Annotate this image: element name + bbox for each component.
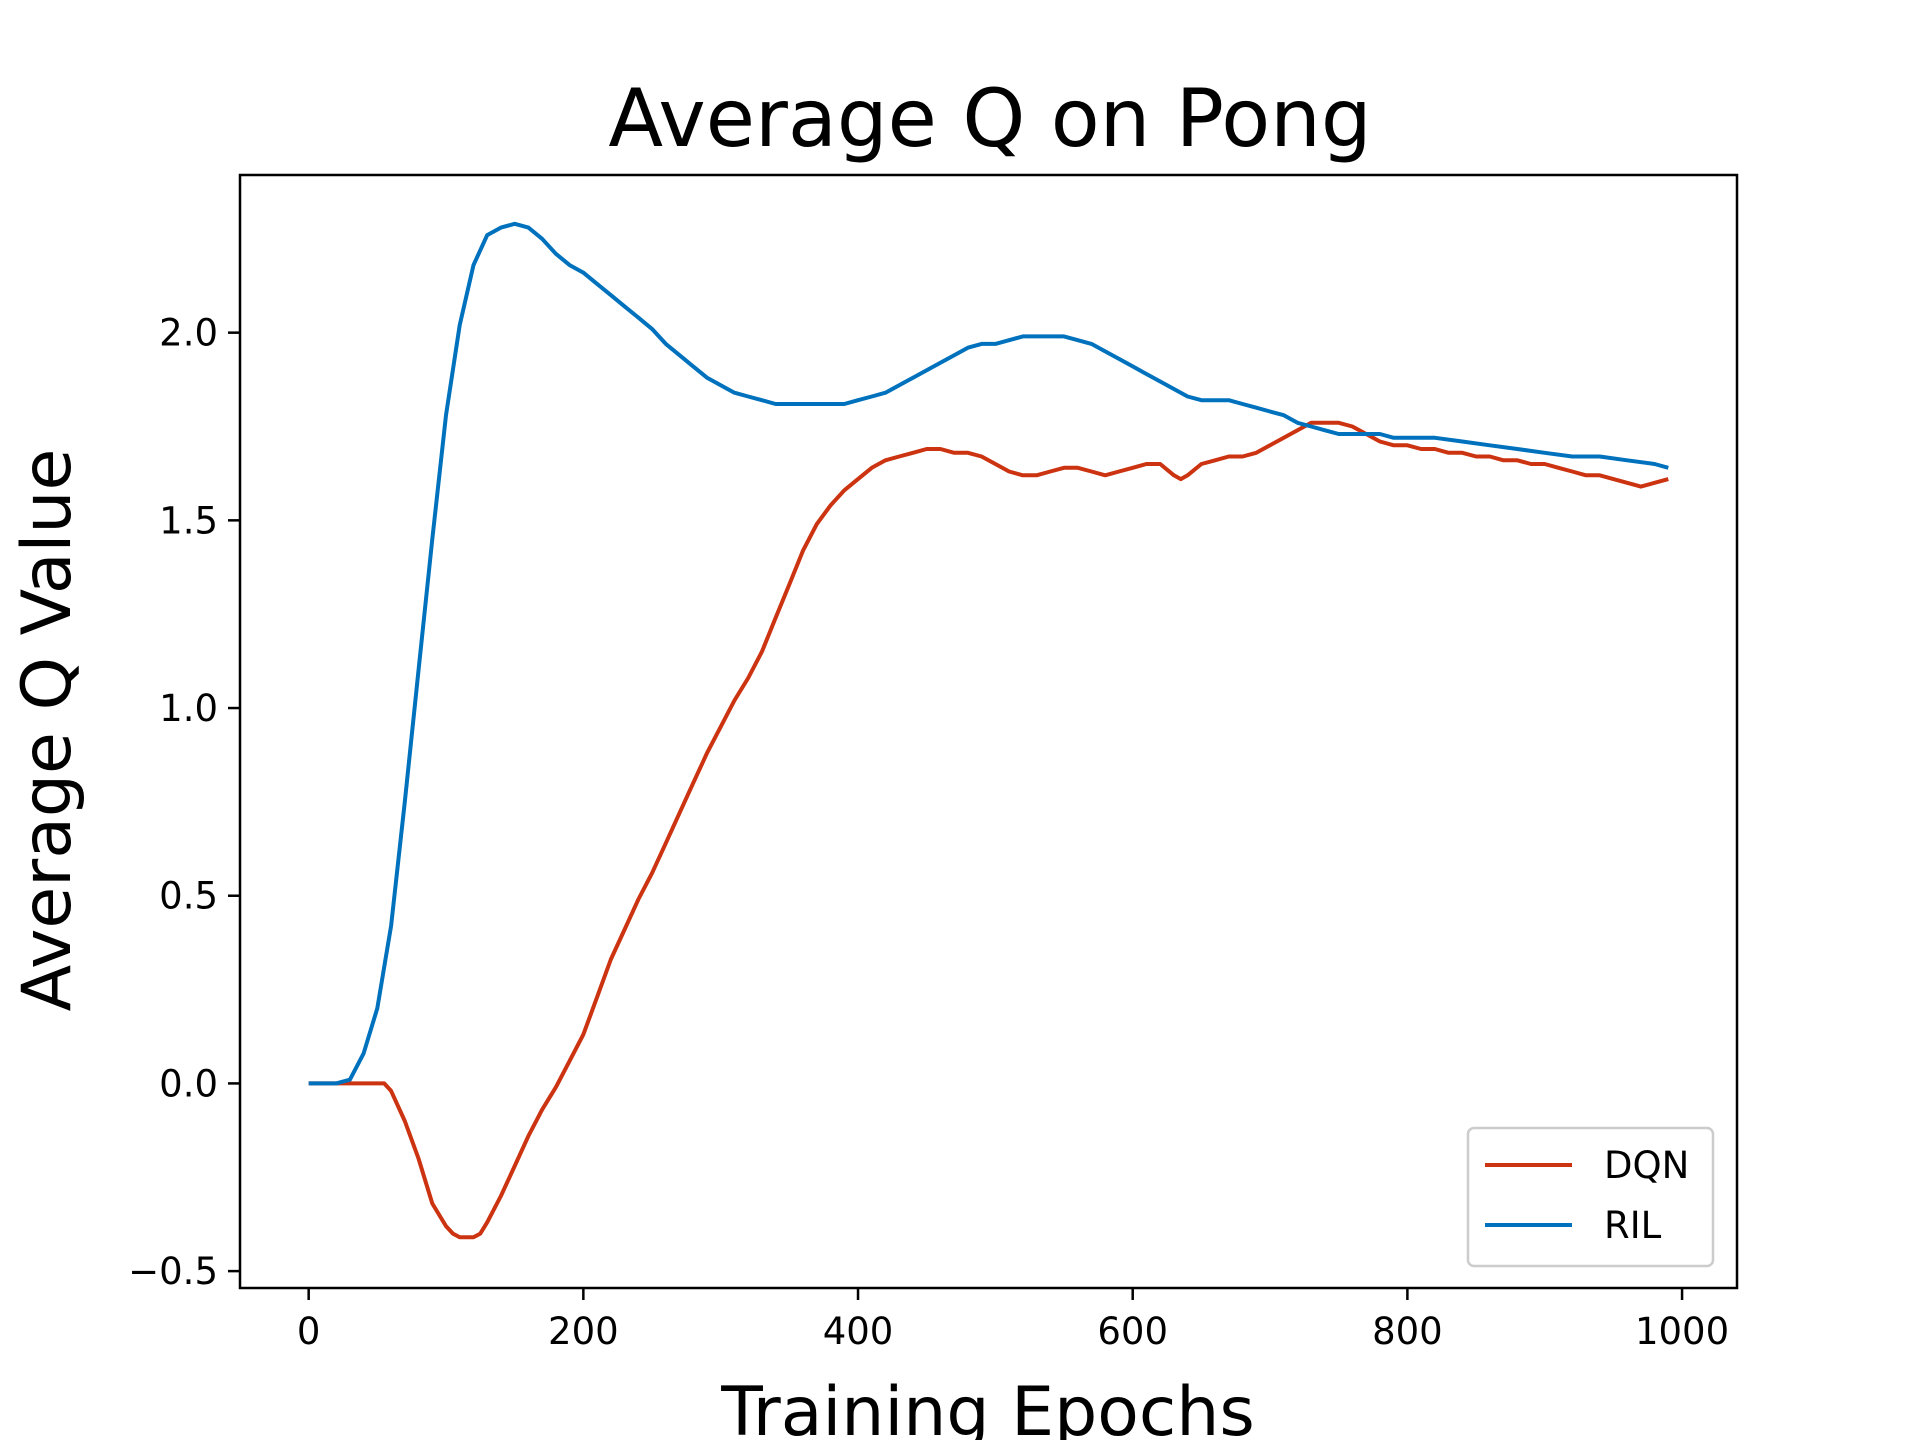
series-line-ril — [308, 221, 1669, 1086]
x-tick-label: 0 — [297, 1310, 321, 1353]
y-axis-label: Average Q Value — [8, 449, 87, 1012]
y-tick-label: 2.0 — [159, 312, 218, 355]
y-tick-label: 1.0 — [159, 687, 218, 730]
y-tick-label: 0.5 — [159, 875, 218, 918]
x-tick-label: 200 — [548, 1310, 619, 1353]
y-axis-ticks: −0.5 0.0 0.5 1.0 1.5 2.0 — [128, 312, 240, 1293]
legend-label-dqn: DQN — [1604, 1144, 1689, 1187]
series-line-dqn — [308, 420, 1669, 1240]
x-tick-label: 600 — [1097, 1310, 1168, 1353]
x-axis-ticks: 0 200 400 600 800 1000 — [297, 1288, 1729, 1353]
y-tick-label: 0.0 — [159, 1062, 218, 1105]
chart-title: Average Q on Pong — [608, 72, 1371, 165]
legend-box — [1466, 1126, 1715, 1268]
x-tick-label: 1000 — [1635, 1310, 1729, 1353]
x-tick-label: 800 — [1372, 1310, 1443, 1353]
plot-area-frame — [238, 173, 1739, 1290]
series-layer — [308, 221, 1669, 1240]
y-tick-label: 1.5 — [159, 499, 218, 542]
x-axis-label: Training Epochs — [720, 1373, 1255, 1440]
legend-label-ril: RIL — [1604, 1204, 1662, 1247]
legend: DQN RIL — [1466, 1126, 1715, 1268]
x-tick-label: 400 — [823, 1310, 894, 1353]
y-tick-label: −0.5 — [128, 1250, 218, 1293]
